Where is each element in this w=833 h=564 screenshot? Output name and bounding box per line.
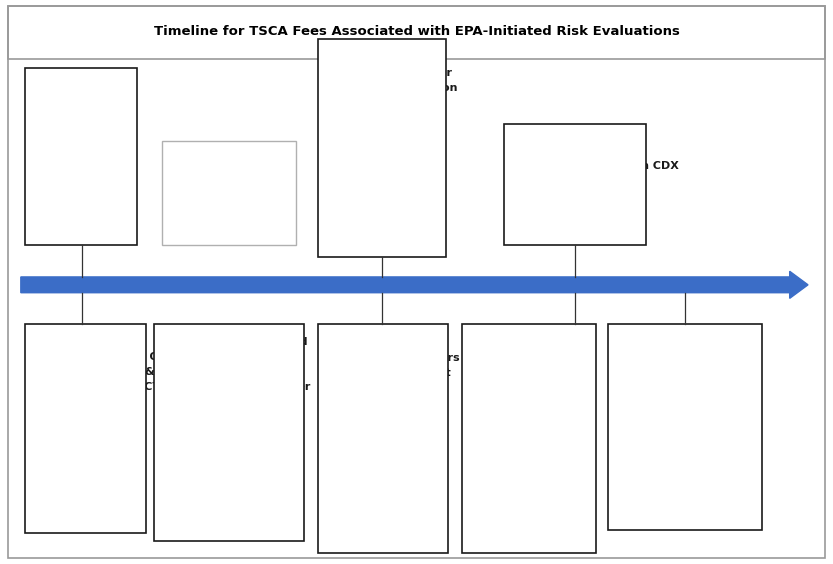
Text: initiation of RE: initiation of RE bbox=[325, 136, 406, 146]
Text: & Importers Subject: & Importers Subject bbox=[325, 368, 451, 378]
Bar bbox=[504, 124, 646, 245]
Text: IMPORTERS SUBJECT: IMPORTERS SUBJECT bbox=[31, 382, 160, 392]
Text: MANUFACTURERS &: MANUFACTURERS & bbox=[31, 367, 155, 377]
Text: PRELIMINARY LIST OF: PRELIMINARY LIST OF bbox=[31, 352, 167, 362]
Text: *No later than 6: *No later than 6 bbox=[325, 106, 414, 116]
Text: of RE: of RE bbox=[469, 451, 498, 461]
Text: to TSCA Fee: to TSCA Fee bbox=[325, 383, 400, 393]
Text: *No later than: *No later than bbox=[325, 406, 403, 416]
Text: Scope Document for: Scope Document for bbox=[169, 162, 283, 172]
Text: on Preliminary List;: on Preliminary List; bbox=[162, 352, 284, 362]
Text: 40 CR 700.45(f): 40 CR 700.45(f) bbox=[469, 466, 557, 476]
Text: Final Designation: Final Designation bbox=[31, 78, 127, 89]
Text: publication of final: publication of final bbox=[325, 437, 428, 446]
Text: Risk Evaluation: Risk Evaluation bbox=[31, 138, 117, 148]
Text: electronically through CDX: electronically through CDX bbox=[511, 161, 679, 171]
Text: Identification and other: Identification and other bbox=[162, 382, 310, 393]
Bar bbox=[8, 6, 825, 59]
Text: Final Fee Payment Due: Final Fee Payment Due bbox=[616, 337, 759, 347]
Text: concurrent with: concurrent with bbox=[325, 421, 412, 431]
Text: Publication of Draft: Publication of Draft bbox=[169, 147, 277, 157]
Text: 40 CFR 700.45(b)(7): 40 CFR 700.45(b)(7) bbox=[325, 466, 439, 476]
Bar bbox=[318, 324, 448, 553]
Text: 40 CFR 702.41(c)(8): 40 CFR 702.41(c)(8) bbox=[325, 151, 437, 161]
Text: TSCA Risk Evaluation: TSCA Risk Evaluation bbox=[325, 82, 457, 92]
Text: EPA expects to begin: EPA expects to begin bbox=[511, 131, 642, 142]
Text: as High-Priority: as High-Priority bbox=[31, 93, 117, 103]
Text: Timeline for TSCA Fees Associated with EPA-Initiated Risk Evaluations: Timeline for TSCA Fees Associated with E… bbox=[153, 25, 680, 38]
Text: sending invoices: sending invoices bbox=[511, 146, 616, 156]
Text: PUBLICATION OF: PUBLICATION OF bbox=[31, 337, 134, 347]
Text: TSCA Risk Evaluation: TSCA Risk Evaluation bbox=[169, 177, 287, 187]
Text: the final scope: the final scope bbox=[469, 437, 551, 446]
Text: Publication of Final: Publication of Final bbox=[325, 52, 446, 63]
Text: Certifications: Certifications bbox=[162, 397, 246, 407]
Text: 40 CFR 700.45(b): 40 CFR 700.45(b) bbox=[31, 420, 128, 430]
Text: *Minimum 30 days per: *Minimum 30 days per bbox=[162, 421, 288, 430]
Bar bbox=[25, 324, 146, 533]
Text: Public Comment Period: Public Comment Period bbox=[162, 337, 307, 347]
Text: of Consortium: of Consortium bbox=[469, 383, 557, 393]
Text: *120 days from: *120 days from bbox=[616, 360, 702, 370]
Text: Publication of Final: Publication of Final bbox=[325, 338, 446, 348]
Text: months after: months after bbox=[325, 121, 397, 131]
Text: publication of: publication of bbox=[469, 421, 545, 431]
Bar bbox=[462, 324, 596, 553]
Bar bbox=[25, 68, 137, 245]
Text: *60 days from: *60 days from bbox=[469, 406, 548, 416]
Text: publication of the final: publication of the final bbox=[616, 375, 741, 385]
Text: Scope Document for: Scope Document for bbox=[325, 68, 451, 77]
Text: Chemical and: Chemical and bbox=[31, 108, 107, 118]
Bar bbox=[162, 141, 296, 245]
FancyArrow shape bbox=[21, 271, 808, 298]
Text: Requirement for Self-: Requirement for Self- bbox=[162, 367, 297, 377]
Text: Initiation of TSCA: Initiation of TSCA bbox=[31, 124, 127, 133]
Text: of Formation: of Formation bbox=[469, 368, 549, 378]
Text: Notifying EPA: Notifying EPA bbox=[469, 353, 554, 363]
Text: TO TSCA FEE: TO TSCA FEE bbox=[31, 397, 111, 407]
Text: Deadline for: Deadline for bbox=[469, 338, 546, 348]
Bar bbox=[318, 39, 446, 257]
Bar bbox=[608, 324, 762, 530]
Text: scope of RE: scope of RE bbox=[325, 451, 390, 461]
Text: scope of RE: scope of RE bbox=[616, 390, 681, 400]
Text: List of Manufacturers: List of Manufacturers bbox=[325, 353, 459, 363]
Text: 40 CFR 700.45(b)(4)-(5): 40 CFR 700.45(b)(4)-(5) bbox=[162, 435, 296, 446]
Text: 40 CFR 700.45(g)(3)(iv): 40 CFR 700.45(g)(3)(iv) bbox=[616, 405, 748, 415]
Bar bbox=[154, 324, 304, 541]
